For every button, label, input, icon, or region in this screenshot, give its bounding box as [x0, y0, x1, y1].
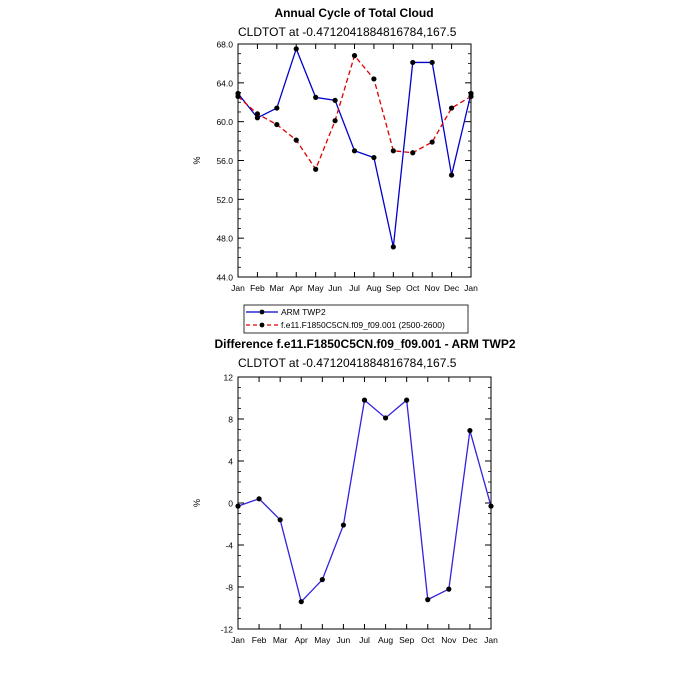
x-tick-label: Mar	[273, 635, 288, 645]
data-point	[382, 415, 389, 421]
data-point	[293, 137, 299, 143]
chart-subtitle: CLDTOT at -0.4712041884816784,167.5	[238, 25, 457, 39]
data-point	[390, 148, 396, 154]
data-point	[448, 172, 455, 178]
x-tick-label: Nov	[441, 635, 457, 645]
data-point	[351, 148, 358, 154]
data-point	[313, 94, 319, 100]
x-tick-label: Dec	[444, 283, 460, 293]
chart-title: Annual Cycle of Total Cloud	[274, 6, 433, 20]
chart-subtitle: CLDTOT at -0.4712041884816784,167.5	[238, 356, 457, 370]
x-tick-label: Aug	[366, 283, 381, 293]
y-tick-label: -8	[225, 583, 233, 593]
data-point	[361, 397, 368, 403]
data-point	[410, 59, 416, 66]
y-tick-label: 52.0	[216, 195, 233, 205]
data-point	[429, 139, 435, 145]
plot-frame	[237, 376, 492, 630]
data-point	[351, 53, 358, 59]
data-point	[319, 577, 325, 583]
x-tick-label: Jun	[328, 283, 342, 293]
x-tick-label: Aug	[378, 635, 393, 645]
legend: ARM TWP2 f.e11.F1850C5CN.f09_f09.001 (25…	[243, 304, 469, 334]
y-tick-label: 8	[228, 415, 233, 425]
data-point	[274, 105, 280, 111]
data-point	[448, 105, 455, 111]
legend-box	[243, 304, 469, 334]
data-point	[274, 121, 280, 128]
y-tick-label: 68.0	[216, 40, 233, 50]
legend-marker-arm	[259, 309, 265, 315]
y-tick-label: 64.0	[216, 78, 233, 88]
legend-label-model: f.e11.F1850C5CN.f09_f09.001 (2500-2600)	[281, 320, 445, 330]
data-point	[254, 111, 261, 117]
x-tick-label: Jun	[337, 635, 351, 645]
chart-title: Difference f.e11.F1850C5CN.f09_f09.001 -…	[214, 337, 515, 351]
data-point	[254, 115, 261, 121]
data-point	[371, 76, 377, 82]
data-point	[410, 150, 416, 156]
plot-frame	[237, 43, 472, 278]
series-line	[237, 46, 472, 248]
panel-difference: Difference f.e11.F1850C5CN.f09_f09.001 -…	[192, 337, 516, 645]
x-tick-label: Jan	[231, 283, 245, 293]
series-line	[237, 398, 492, 603]
data-point	[429, 59, 435, 66]
y-tick-label: 48.0	[216, 234, 233, 244]
x-tick-label: Feb	[252, 635, 267, 645]
legend-label-arm: ARM TWP2	[281, 307, 326, 317]
x-tick-label: Sep	[386, 283, 401, 293]
x-tick-label: Oct	[421, 635, 435, 645]
x-tick-label: Mar	[270, 283, 285, 293]
y-tick-label: -4	[225, 541, 233, 551]
data-point	[404, 397, 410, 403]
y-tick-label: 4	[228, 457, 233, 467]
data-point	[256, 496, 262, 502]
y-axis-label: %	[192, 499, 202, 507]
data-point	[467, 427, 473, 434]
x-tick-label: May	[308, 283, 325, 293]
x-tick-label: Jan	[464, 283, 478, 293]
y-tick-label: 60.0	[216, 117, 233, 127]
data-point	[446, 586, 452, 592]
y-tick-label: 44.0	[216, 273, 233, 283]
x-tick-label: Jan	[231, 635, 245, 645]
y-tick-label: 12	[224, 373, 234, 383]
y-tick-label: 56.0	[216, 156, 233, 166]
data-point	[425, 597, 431, 603]
x-tick-label: Jan	[484, 635, 498, 645]
data-point	[293, 46, 299, 52]
x-tick-label: Jul	[359, 635, 370, 645]
x-tick-label: May	[314, 635, 331, 645]
panel-annual-cycle: Annual Cycle of Total Cloud CLDTOT at -0…	[192, 6, 478, 334]
x-tick-label: Apr	[295, 635, 308, 645]
x-tick-label: Dec	[462, 635, 478, 645]
x-tick-label: Feb	[250, 283, 265, 293]
legend-marker-model	[259, 322, 265, 328]
data-point	[332, 97, 338, 103]
data-point	[277, 517, 283, 523]
x-tick-label: Sep	[399, 635, 414, 645]
y-tick-label: -12	[221, 625, 234, 635]
data-point	[313, 166, 319, 172]
y-tick-label: 0	[228, 499, 233, 509]
data-point	[371, 154, 377, 161]
data-point	[332, 118, 338, 124]
y-axis-label: %	[192, 156, 202, 164]
data-point	[298, 599, 304, 605]
x-tick-label: Oct	[406, 283, 420, 293]
data-point	[390, 244, 396, 250]
x-tick-label: Jul	[349, 283, 360, 293]
data-point	[340, 522, 347, 528]
x-tick-label: Apr	[290, 283, 303, 293]
x-tick-label: Nov	[425, 283, 441, 293]
